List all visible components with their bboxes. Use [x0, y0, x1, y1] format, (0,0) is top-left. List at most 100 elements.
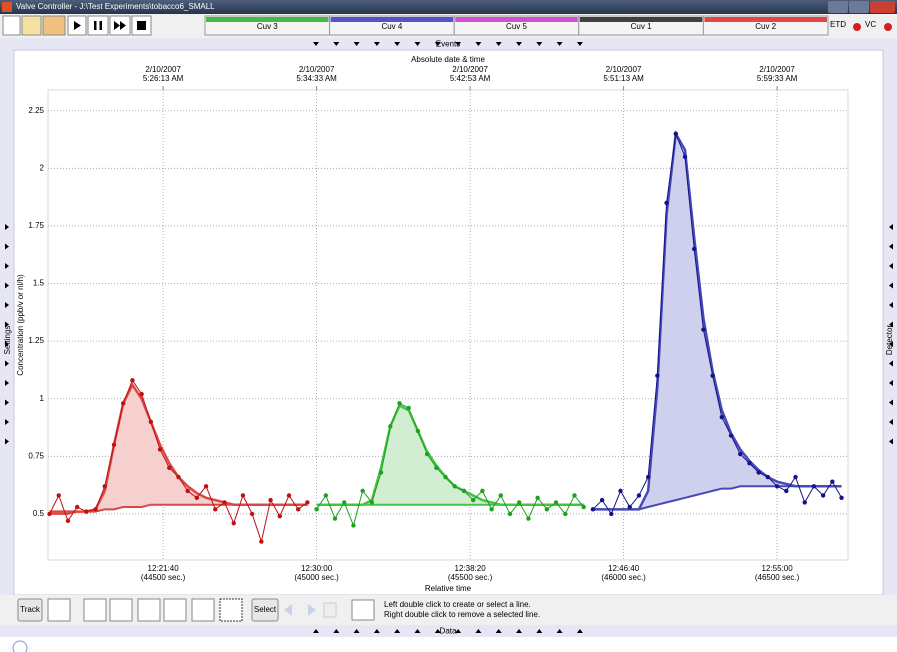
- settings-arrow: [5, 419, 9, 425]
- data-point: [148, 419, 154, 424]
- plot-frame: [47, 89, 849, 561]
- data-point: [323, 493, 329, 498]
- data-point: [470, 497, 476, 503]
- data-point: [93, 507, 98, 512]
- data-point: [664, 200, 669, 206]
- previous-button[interactable]: [284, 604, 292, 616]
- events-arrow: [353, 42, 360, 46]
- detector-arrow: [889, 399, 893, 406]
- top-tick-time: 5:59:33 AM: [757, 74, 798, 83]
- zoom-horizontal-in-button[interactable]: [219, 598, 243, 622]
- data-point: [415, 428, 421, 434]
- data-point: [213, 507, 218, 512]
- data-point: [553, 500, 559, 505]
- y-tick-label: 1.5: [33, 279, 45, 288]
- copy-button[interactable]: [351, 599, 375, 621]
- data-point: [157, 447, 163, 452]
- data-point: [452, 484, 457, 489]
- y-tick-label: 1.25: [28, 336, 44, 345]
- zoom-vertical-in-button[interactable]: [163, 598, 187, 622]
- window-title: Valve Controller - J:\Test Experiments\t…: [16, 2, 215, 11]
- select-button[interactable]: [251, 598, 279, 622]
- data-point: [286, 493, 292, 498]
- plot: Absolute date & time Relative time Concent…: [16, 55, 849, 593]
- data-point: [489, 507, 494, 512]
- data-point: [719, 414, 725, 420]
- top-tick-date: 2/10/2007: [145, 65, 181, 74]
- tab-color: [455, 17, 578, 22]
- events-arrow: [414, 42, 421, 46]
- top-tick-date: 2/10/2007: [299, 65, 335, 74]
- y-axis-label: Concentration (ppb/v or nl/h): [16, 274, 25, 376]
- detector-arrow: [889, 321, 893, 328]
- peak-area: [316, 405, 584, 505]
- data-point: [185, 488, 190, 494]
- data-point: [443, 474, 448, 480]
- tab-color: [330, 17, 454, 22]
- open-button[interactable]: [21, 15, 42, 36]
- pause-button[interactable]: [87, 15, 109, 36]
- data-point: [480, 488, 485, 494]
- maximize-button[interactable]: [849, 1, 869, 13]
- settings-arrow: [5, 341, 9, 347]
- data-point: [618, 488, 623, 494]
- track-label: Track: [20, 605, 41, 614]
- next-button[interactable]: [308, 604, 316, 616]
- detector-panel[interactable]: [883, 50, 897, 595]
- data-point: [793, 474, 798, 480]
- data-point: [784, 488, 789, 494]
- zoom-horizontal-out-button[interactable]: [191, 598, 215, 622]
- data-point: [609, 511, 614, 517]
- zoom-out-button[interactable]: [83, 598, 107, 622]
- events-bar[interactable]: [0, 38, 897, 50]
- close-button[interactable]: [870, 1, 895, 13]
- hint-line: Left double click to create or select a …: [384, 600, 531, 609]
- events-arrow: [536, 42, 543, 46]
- data-point: [738, 451, 743, 457]
- zoom-fit-button[interactable]: [47, 598, 71, 622]
- data-point: [820, 493, 826, 498]
- data-point: [249, 511, 255, 517]
- data-bar[interactable]: [0, 625, 897, 637]
- data-arrow: [556, 629, 563, 633]
- zoom-in-button[interactable]: [109, 598, 133, 622]
- data-point: [526, 516, 531, 521]
- data-point: [563, 511, 568, 517]
- data-point: [461, 488, 467, 494]
- data-point: [645, 474, 651, 480]
- data-point: [332, 516, 338, 521]
- minimize-button[interactable]: [828, 1, 848, 13]
- top-tick-date: 2/10/2007: [759, 65, 795, 74]
- data-point: [47, 511, 52, 517]
- events-arrow: [434, 42, 441, 46]
- data-point: [295, 507, 301, 512]
- tab-label: Cuv 1: [631, 22, 652, 31]
- settings-arrow: [5, 263, 9, 269]
- data-arrow: [394, 629, 401, 633]
- data-point: [203, 484, 209, 489]
- track-button[interactable]: [17, 598, 43, 622]
- delete-button[interactable]: [323, 602, 337, 618]
- x-tick-label: 12:21:40: [148, 564, 180, 573]
- y-tick-label: 2: [40, 163, 45, 172]
- x-tick-label: 12:38:20: [455, 564, 487, 573]
- data-point: [434, 465, 439, 471]
- download-button[interactable]: [42, 15, 66, 36]
- settings-panel[interactable]: [0, 50, 14, 595]
- data-arrow: [475, 629, 482, 633]
- settings-arrow: [5, 438, 9, 445]
- x-tick-label: 12:55:00: [762, 564, 794, 573]
- new-button[interactable]: [2, 15, 21, 36]
- top-axis-label: Absolute date & time: [411, 55, 485, 64]
- zoom-vertical-out-button[interactable]: [137, 598, 161, 622]
- data-line: [592, 131, 842, 515]
- hint-line: Right double click to remove a selected …: [384, 610, 540, 619]
- data-point: [636, 493, 642, 498]
- top-tick-date: 2/10/2007: [606, 65, 642, 74]
- data-point: [774, 484, 780, 489]
- data-point: [360, 488, 365, 494]
- settings-arrow: [5, 321, 9, 328]
- data-point: [84, 509, 89, 514]
- detector-arrow: [889, 438, 893, 445]
- data-point: [544, 507, 550, 512]
